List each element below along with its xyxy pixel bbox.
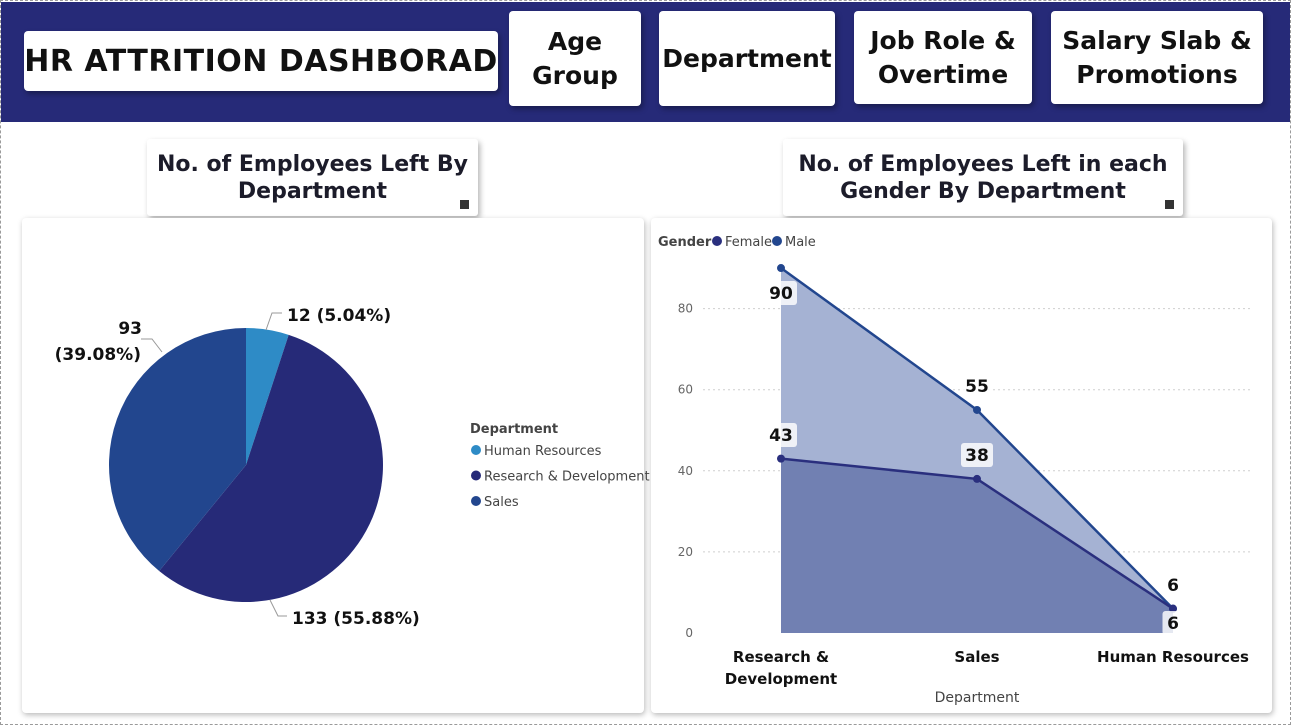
nav-job-role-button[interactable]: Job Role & Overtime [854, 11, 1032, 104]
x-category-label: Human Resources [1097, 648, 1249, 666]
area-title-line2: Gender By Department [840, 178, 1126, 204]
male-point[interactable] [777, 264, 785, 273]
pie-legend-item[interactable]: Sales [484, 495, 519, 510]
pie-leader-line [265, 312, 282, 331]
nav-salary-slab-button[interactable]: Salary Slab & Promotions [1051, 11, 1263, 104]
male-data-label-bg [1162, 573, 1184, 597]
male-data-label-bg [961, 374, 993, 398]
nav-salary-line1: Salary Slab & [1062, 25, 1252, 55]
pie-slice-sales[interactable] [109, 328, 246, 571]
square-icon [460, 200, 469, 209]
female-data-label-bg [1162, 611, 1184, 635]
x-category-label: Development [725, 670, 837, 688]
area-title-line1: No. of Employees Left in each [798, 151, 1168, 177]
y-tick-label: 40 [678, 464, 693, 478]
area-chart-title: No. of Employees Left in each Gender By D… [783, 139, 1183, 216]
nav-age-line1: Age [547, 26, 603, 56]
male-data-label: 55 [965, 377, 989, 397]
x-category-label: Sales [954, 648, 999, 666]
nav-department-label: Department [662, 43, 832, 73]
pie-slice-research-development[interactable] [159, 334, 384, 603]
y-tick-label: 0 [685, 626, 693, 640]
male-point[interactable] [973, 405, 981, 414]
nav-age-group-button[interactable]: Age Group [509, 11, 641, 106]
area-legend-title: Gender [658, 235, 712, 250]
y-tick-label: 80 [678, 302, 693, 316]
square-icon [1165, 200, 1174, 209]
legend-marker-icon [471, 496, 481, 506]
pie-leader-line [269, 599, 287, 617]
female-data-label-bg [765, 423, 797, 447]
male-data-label: 90 [769, 284, 793, 304]
dashboard-title-text: HR ATTRITION DASHBORAD [24, 43, 498, 79]
legend-marker-icon [772, 236, 782, 246]
x-category-label: Research & [733, 648, 829, 666]
nav-age-line2: Group [532, 60, 618, 90]
female-point[interactable] [1169, 604, 1177, 613]
female-data-label: 38 [965, 446, 989, 466]
pie-slice-human-resources[interactable] [246, 328, 289, 465]
nav-job-line1: Job Role & [870, 25, 1016, 55]
legend-marker-icon [471, 445, 481, 455]
nav-salary-line2: Promotions [1076, 59, 1238, 89]
pie-label-sales-count: 93 [118, 319, 142, 339]
legend-marker-icon [712, 236, 722, 246]
dashboard-title: HR ATTRITION DASHBORAD [24, 31, 498, 91]
pie-label-sales-percent: (39.08%) [55, 345, 141, 365]
nav-job-line2: Overtime [877, 59, 1009, 89]
female-data-label: 43 [769, 426, 793, 446]
y-tick-label: 60 [678, 383, 693, 397]
nav-department-button[interactable]: Department [659, 11, 835, 106]
pie-legend-item[interactable]: Research & Development [484, 470, 650, 485]
area-legend-item[interactable]: Male [785, 235, 816, 250]
male-data-label-bg [765, 281, 797, 305]
female-data-label-bg [961, 443, 993, 467]
female-area [781, 458, 1173, 633]
pie-label-research-development: 133 (55.88%) [292, 609, 420, 629]
pie-title-line1: No. of Employees Left By [157, 151, 468, 177]
area-legend-item[interactable]: Female [725, 235, 772, 250]
female-data-label: 6 [1167, 614, 1179, 634]
x-axis-title: Department [935, 690, 1020, 706]
pie-title-line2: Department [237, 178, 388, 204]
female-point[interactable] [777, 454, 785, 463]
y-tick-label: 20 [678, 545, 693, 559]
pie-chart-title: No. of Employees Left By Department [147, 139, 478, 216]
legend-marker-icon [471, 470, 481, 481]
pie-label-human-resources: 12 (5.04%) [287, 306, 391, 326]
female-point[interactable] [973, 474, 981, 483]
male-data-label: 6 [1167, 576, 1179, 596]
pie-leader-line [141, 338, 163, 353]
pie-legend-item[interactable]: Human Resources [484, 444, 602, 459]
pie-legend-title: Department [470, 422, 558, 437]
